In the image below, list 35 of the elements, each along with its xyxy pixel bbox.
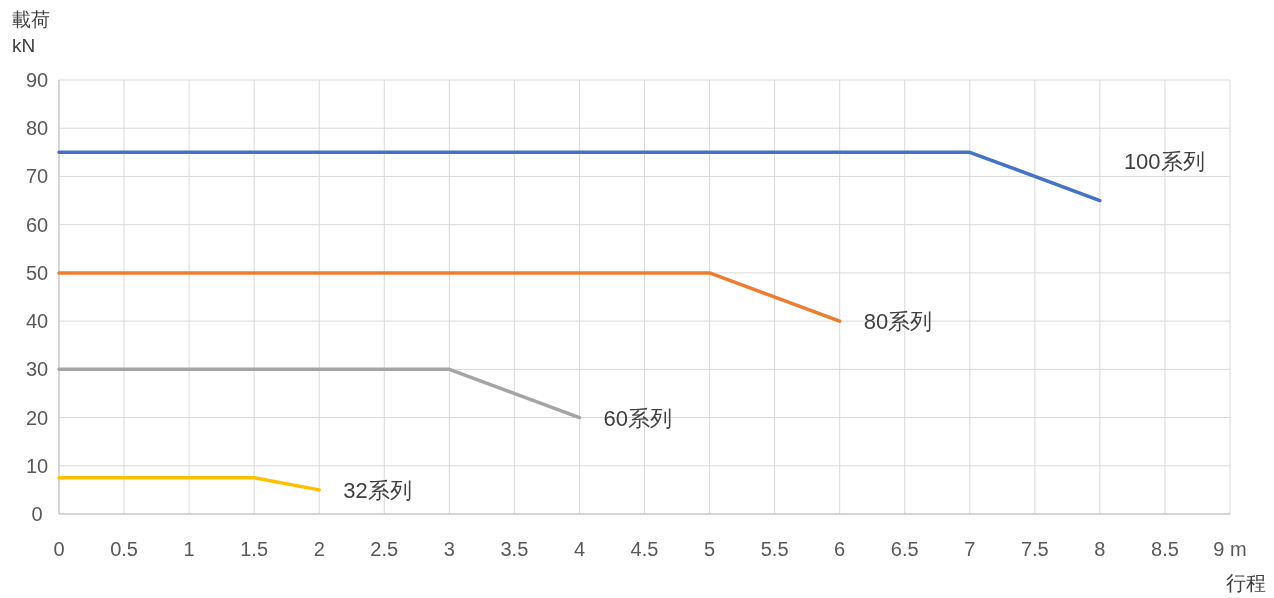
- y-tick-label: 20: [25, 406, 49, 429]
- x-tick-label: 5: [703, 538, 716, 560]
- x-tick-label: 2.5: [370, 538, 399, 560]
- x-tick-label: 8: [1094, 538, 1106, 560]
- x-tick-label: 7.5: [1020, 538, 1049, 560]
- y-tick-label: 50: [25, 261, 49, 284]
- x-tick-label: 1.5: [240, 538, 269, 560]
- x-tick-label: 7: [964, 538, 976, 560]
- x-tick-label: 0.5: [110, 538, 138, 560]
- y-tick-label: 60: [25, 213, 49, 236]
- x-tick-label: 1: [183, 538, 195, 560]
- series-label: 32系列: [343, 477, 412, 503]
- y-tick-label: 30: [25, 358, 49, 381]
- y-tick-label: 90: [25, 69, 49, 91]
- y-tick-label: 40: [25, 310, 49, 333]
- series-label: 60系列: [603, 405, 672, 431]
- x-tick-label: 8.5: [1151, 538, 1179, 560]
- x-tick-label: 9 m: [1213, 538, 1247, 560]
- x-tick-label: 3: [443, 538, 455, 560]
- x-axis-title: 行程: [1226, 572, 1266, 594]
- x-tick-label: 5.5: [760, 538, 789, 560]
- x-tick-label: 4.5: [630, 538, 659, 560]
- series-label: 100系列: [1123, 148, 1205, 174]
- x-tick-label: 6: [834, 538, 846, 560]
- x-tick-label: 4: [573, 538, 586, 560]
- x-tick-label: 6.5: [890, 538, 919, 560]
- x-tick-label: 3.5: [500, 538, 529, 560]
- y-tick-label: 70: [25, 165, 49, 188]
- y-tick-label: 80: [25, 117, 49, 140]
- y-tick-label: 10: [25, 454, 49, 477]
- y-axis-title: 載荷 kN: [12, 9, 50, 56]
- y-tick-label: 0: [31, 503, 43, 525]
- x-tick-label: 0: [53, 538, 65, 560]
- series-label: 80系列: [863, 309, 933, 335]
- x-tick-label: 2: [313, 538, 325, 560]
